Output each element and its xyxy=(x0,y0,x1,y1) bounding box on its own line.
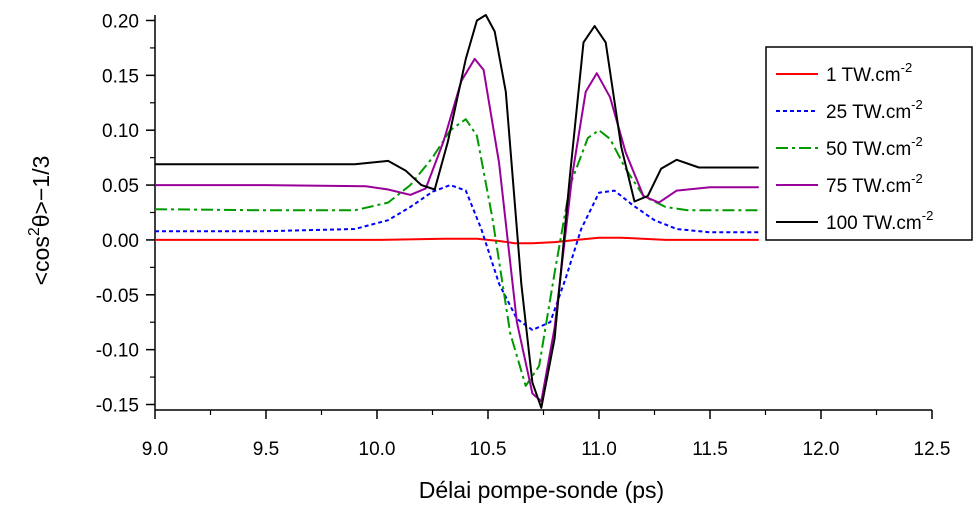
legend-label-text: 50 TW.cm xyxy=(826,139,911,160)
legend-label-2: 50 TW.cm-2 xyxy=(826,134,923,160)
y-tick-label: -0.10 xyxy=(96,341,139,362)
x-tick-label: 9.5 xyxy=(253,439,279,460)
legend-label-text: 75 TW.cm xyxy=(826,176,911,197)
legend-label-1: 25 TW.cm-2 xyxy=(826,97,923,123)
legend-label-text: 25 TW.cm xyxy=(826,102,911,123)
y-tick-label: 0.10 xyxy=(102,121,139,142)
y-axis-title-prefix: <cos xyxy=(28,236,54,285)
legend-label-superscript: -2 xyxy=(911,134,923,149)
legend-label-4: 100 TW.cm-2 xyxy=(826,208,933,234)
x-tick-label: 10.5 xyxy=(470,439,507,460)
legend-label-3: 75 TW.cm-2 xyxy=(826,171,923,197)
y-tick-label: 0.05 xyxy=(102,176,139,197)
x-axis-title: Délai pompe-sonde (ps) xyxy=(419,477,664,503)
legend-label-0: 1 TW.cm-2 xyxy=(826,60,912,86)
series-line-4 xyxy=(155,14,759,409)
y-tick-label: -0.05 xyxy=(96,286,139,307)
y-tick-label: 0.15 xyxy=(102,66,139,87)
legend-label-superscript: -2 xyxy=(922,208,934,223)
legend-label-text: 1 TW.cm xyxy=(826,65,901,86)
legend-label-superscript: -2 xyxy=(901,60,913,75)
series-line-3 xyxy=(155,57,759,403)
x-tick-label: 12.5 xyxy=(914,439,951,460)
x-tick-label: 11.0 xyxy=(581,439,617,460)
legend-label-text: 100 TW.cm xyxy=(826,213,922,234)
x-tick-label: 9.0 xyxy=(142,439,168,460)
y-axis-title-superscript: 2 xyxy=(26,227,43,236)
legend-box xyxy=(765,46,973,241)
y-tick-label: 0.20 xyxy=(102,11,139,32)
legend-label-superscript: -2 xyxy=(911,171,923,186)
series-line-0 xyxy=(155,236,759,245)
legend-label-superscript: -2 xyxy=(911,97,923,112)
x-tick-label: 12.0 xyxy=(803,439,840,460)
series-line-2 xyxy=(154,118,759,387)
y-tick-label: -0.15 xyxy=(96,396,139,417)
y-axis-title-suffix: θ>−1/3 xyxy=(28,156,54,228)
y-tick-label: 0.00 xyxy=(102,231,139,252)
series-line-1 xyxy=(155,184,759,331)
x-tick-label: 11.5 xyxy=(692,439,728,460)
y-axis-title: <cos2θ>−1/3 xyxy=(26,156,54,286)
x-tick-label: 10.0 xyxy=(359,439,396,460)
